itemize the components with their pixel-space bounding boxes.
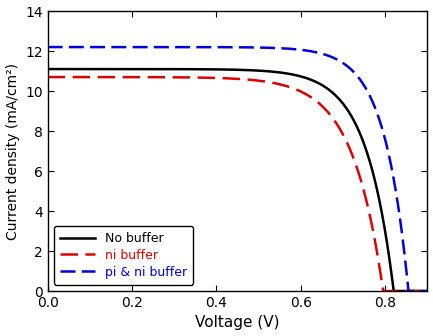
ni buffer bbox=[223, 76, 229, 80]
Line: No buffer: No buffer bbox=[48, 69, 433, 291]
ni buffer bbox=[234, 77, 239, 81]
ni buffer bbox=[351, 156, 356, 160]
No buffer bbox=[422, 289, 427, 293]
ni buffer bbox=[422, 289, 427, 293]
pi & ni buffer bbox=[406, 289, 411, 293]
No buffer bbox=[45, 67, 50, 71]
pi & ni buffer bbox=[351, 70, 356, 74]
Y-axis label: Current density (mA/cm²): Current density (mA/cm²) bbox=[6, 62, 19, 240]
pi & ni buffer bbox=[422, 289, 427, 293]
ni buffer bbox=[422, 289, 427, 293]
Line: pi & ni buffer: pi & ni buffer bbox=[48, 47, 433, 291]
No buffer bbox=[234, 68, 239, 72]
pi & ni buffer bbox=[234, 45, 239, 49]
pi & ni buffer bbox=[65, 45, 70, 49]
Line: ni buffer: ni buffer bbox=[48, 77, 433, 291]
No buffer bbox=[422, 289, 427, 293]
pi & ni buffer bbox=[223, 45, 229, 49]
pi & ni buffer bbox=[45, 45, 50, 49]
No buffer bbox=[65, 67, 70, 71]
No buffer bbox=[391, 289, 396, 293]
Legend: No buffer, ni buffer, pi & ni buffer: No buffer, ni buffer, pi & ni buffer bbox=[54, 226, 194, 285]
ni buffer bbox=[381, 289, 386, 293]
No buffer bbox=[223, 68, 229, 72]
No buffer bbox=[351, 118, 356, 122]
pi & ni buffer bbox=[422, 289, 427, 293]
ni buffer bbox=[65, 75, 70, 79]
X-axis label: Voltage (V): Voltage (V) bbox=[195, 316, 280, 330]
ni buffer bbox=[45, 75, 50, 79]
